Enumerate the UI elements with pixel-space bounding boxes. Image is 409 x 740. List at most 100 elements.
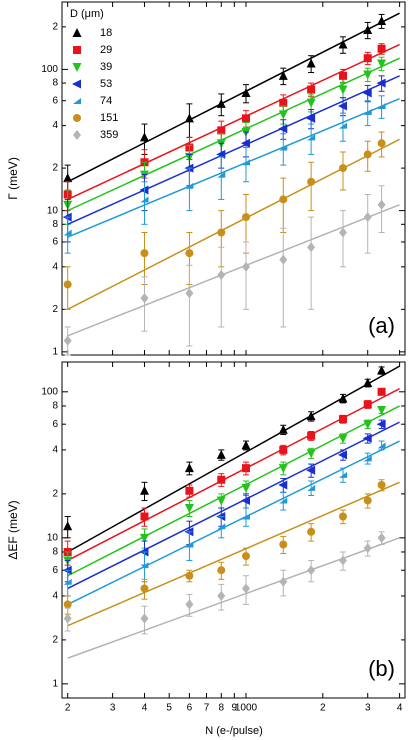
marker <box>140 293 149 304</box>
x-tick-label: 4 <box>397 703 403 714</box>
y-tick-label: 4 <box>52 591 58 602</box>
marker <box>242 583 251 594</box>
y-tick-label: 6 <box>52 565 58 576</box>
panel-label: (b) <box>368 656 395 681</box>
marker <box>377 139 386 148</box>
x-tick-label: 2 <box>65 703 71 714</box>
y-tick-label: 2 <box>52 304 58 315</box>
x-tick-label: 7 <box>204 703 210 714</box>
marker <box>217 270 226 281</box>
marker <box>185 599 194 610</box>
marker <box>278 480 288 490</box>
x-tick-label: 8 <box>218 703 224 714</box>
marker <box>242 261 251 272</box>
marker <box>278 464 288 474</box>
legend-label: 29 <box>100 44 112 56</box>
marker <box>377 532 386 543</box>
marker <box>377 103 386 110</box>
marker <box>63 613 72 624</box>
error-bar <box>141 276 148 332</box>
marker <box>241 88 251 98</box>
marker <box>377 387 386 396</box>
fit-line <box>67 98 400 238</box>
x-tick-label: 1000 <box>235 703 258 714</box>
error-bar <box>364 194 371 254</box>
marker <box>279 195 288 204</box>
x-tick-label: 9 <box>232 703 238 714</box>
fit-line <box>67 481 400 627</box>
marker <box>377 481 386 490</box>
marker <box>279 540 288 549</box>
marker <box>217 523 226 530</box>
fit-line <box>67 204 400 337</box>
y-tick-label: 8 <box>52 219 58 230</box>
y-tick-label: 1 <box>52 678 58 689</box>
marker <box>140 249 149 258</box>
marker <box>338 85 348 95</box>
x-axis-label: N (e-/pulse) <box>205 725 262 737</box>
x-tick-label: 5 <box>166 703 172 714</box>
y-tick-label: 4 <box>52 445 58 456</box>
marker <box>241 496 251 506</box>
marker <box>338 555 347 566</box>
marker <box>242 159 251 166</box>
marker <box>217 475 226 484</box>
fit-line <box>67 57 400 212</box>
marker <box>307 242 316 253</box>
marker <box>363 212 372 223</box>
marker <box>63 521 73 531</box>
error-bar <box>280 177 287 233</box>
panel-label: (a) <box>368 313 395 338</box>
marker <box>185 571 194 580</box>
marker <box>139 132 149 142</box>
marker <box>338 71 347 80</box>
marker <box>140 512 149 521</box>
marker <box>337 101 347 111</box>
marker <box>241 483 251 493</box>
marker <box>338 471 347 478</box>
marker <box>242 114 251 123</box>
marker <box>242 513 251 520</box>
marker <box>306 411 316 421</box>
marker <box>279 497 288 504</box>
legend-title: D (μm) <box>70 8 104 20</box>
legend-label: 18 <box>100 27 112 39</box>
fit-line <box>67 440 400 606</box>
marker <box>337 450 347 460</box>
legend-label: 359 <box>100 129 118 141</box>
error-bar <box>280 227 287 328</box>
y-tick-label: 2 <box>52 22 58 33</box>
y-tick-label: 8 <box>52 401 58 412</box>
marker <box>338 434 348 444</box>
marker <box>279 98 288 107</box>
legend-marker <box>73 114 81 122</box>
marker <box>338 164 347 173</box>
y-tick-label: 6 <box>52 95 58 106</box>
marker <box>307 177 316 186</box>
marker <box>63 335 72 346</box>
marker <box>376 419 386 429</box>
marker <box>140 584 149 593</box>
y-axis-label: ΔEF (meV) <box>6 500 20 559</box>
y-tick-label: 6 <box>52 237 58 248</box>
marker <box>307 484 316 491</box>
x-tick-label: 3 <box>110 703 116 714</box>
marker <box>184 113 194 123</box>
y-tick-label: 1 <box>52 346 58 357</box>
marker <box>242 464 251 473</box>
marker <box>306 98 316 108</box>
marker <box>241 138 251 148</box>
marker <box>279 445 288 454</box>
marker <box>362 88 372 98</box>
marker <box>185 541 194 548</box>
error-bar <box>308 161 315 212</box>
legend-marker <box>72 63 82 72</box>
error-bar <box>186 167 193 212</box>
fit-line <box>67 405 400 577</box>
y-tick-label: 2 <box>52 635 58 646</box>
error-bar <box>186 264 193 347</box>
y-tick-label: 10 <box>47 532 59 543</box>
x-tick-label: 6 <box>187 703 193 714</box>
marker <box>279 144 288 151</box>
marker <box>363 150 372 159</box>
